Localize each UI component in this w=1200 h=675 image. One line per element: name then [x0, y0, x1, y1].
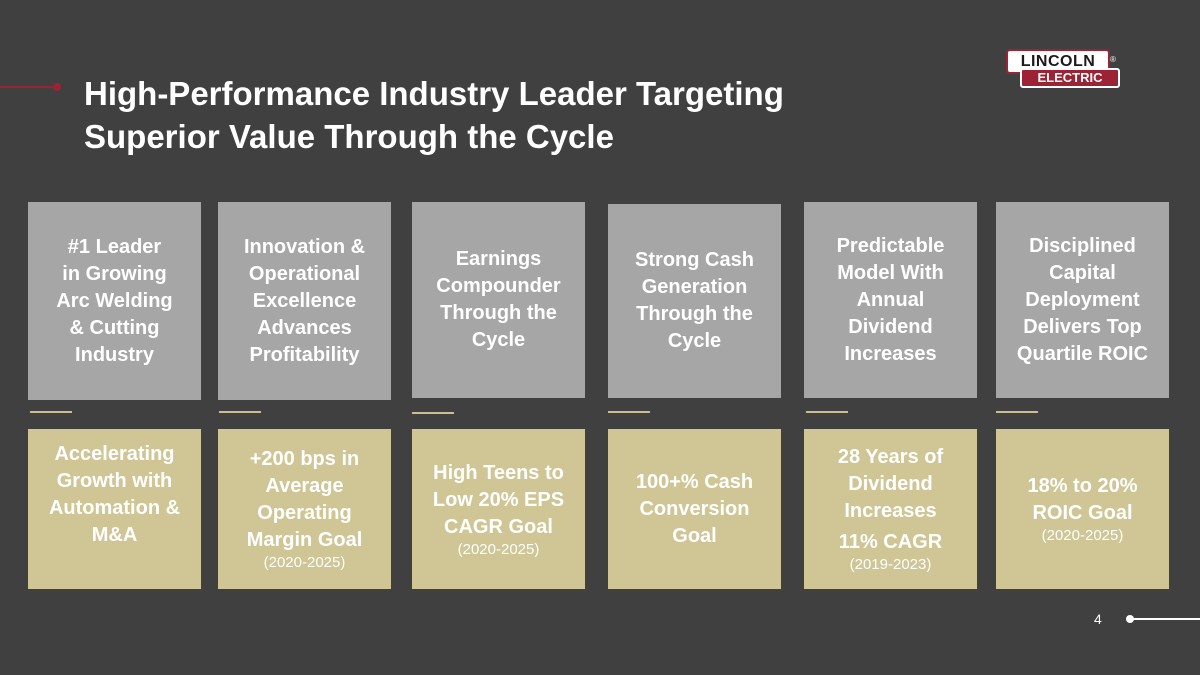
title-accent-dot	[53, 83, 61, 91]
goal-line: Dividend	[848, 473, 933, 495]
goal-period: (2020-2025)	[457, 540, 540, 558]
pillar-top-line: in Growing	[62, 262, 167, 285]
goal-bottom-box: High Teens to Low 20% EPS CAGR Goal (202…	[412, 429, 585, 589]
logo-registered-mark: ®	[1110, 55, 1116, 64]
pillar-top-box: Earnings Compounder Through the Cycle	[412, 202, 585, 398]
slide-title: High-Performance Industry Leader Targeti…	[84, 72, 984, 158]
goal-bottom-box: 100+% Cash Conversion Goal	[608, 429, 781, 589]
pillar-top-box: Predictable Model With Annual Dividend I…	[804, 202, 977, 398]
goal-line: High Teens to	[433, 461, 564, 484]
pillar-top-line: Capital	[1049, 261, 1116, 284]
goal-line: ROIC Goal	[1032, 502, 1133, 524]
pillar-top-line: Strong Cash	[635, 249, 754, 271]
pillar-top-line: Model With	[837, 261, 944, 284]
goal-line: +200 bps in	[249, 448, 360, 470]
goal-line: 11% CAGR	[838, 531, 943, 553]
slide-title-line-2: Superior Value Through the Cycle	[84, 118, 614, 155]
goal-period: (2019-2023)	[849, 556, 932, 573]
pillar-top-line: Increases	[844, 342, 937, 365]
goal-period: (2020-2025)	[263, 554, 346, 571]
pillar-top-line: Operational	[248, 262, 361, 285]
pillar-top-box: #1 Leader in Growing Arc Welding & Cutti…	[28, 202, 201, 400]
pillar-top-line: & Cutting	[69, 316, 160, 339]
footer-accent-line	[1131, 618, 1200, 620]
title-accent-line	[0, 86, 56, 88]
goal-line: M&A	[91, 524, 138, 546]
pillar-top-line: Advances	[257, 316, 352, 339]
goal-line: Low 20% EPS	[432, 488, 565, 511]
goal-bottom-box: 28 Years of Dividend Increases 11% CAGR …	[804, 429, 977, 589]
goal-line: 100+% Cash	[635, 470, 754, 493]
goal-bottom-box: 18% to 20% ROIC Goal (2020-2025)	[996, 429, 1169, 589]
slide-title-line-1: High-Performance Industry Leader Targeti…	[84, 75, 784, 112]
pillar-divider	[30, 411, 72, 413]
pillar-top-box: Strong Cash Generation Through the Cycle	[608, 204, 781, 398]
goal-line: Increases	[844, 500, 937, 522]
pillar-divider	[219, 411, 261, 413]
pillar-top-line: Cycle	[667, 330, 722, 352]
goal-bottom-box: Accelerating Growth with Automation & M&…	[28, 429, 201, 589]
pillar-top-line: Predictable	[836, 234, 945, 257]
goal-line: 28 Years of	[837, 446, 944, 468]
pillar-top-line: Disciplined	[1029, 234, 1136, 257]
pillar-top-line: Delivers Top	[1023, 315, 1142, 338]
pillar-divider	[996, 411, 1038, 413]
goal-line: Growth with	[56, 470, 173, 492]
goal-line: CAGR Goal	[444, 515, 553, 538]
pillar-top-line: Annual	[856, 288, 925, 311]
pillar-top-line: Deployment	[1025, 288, 1140, 311]
pillar-top-box: Innovation & Operational Excellence Adva…	[218, 202, 391, 400]
pillar-top-line: Through the	[636, 303, 753, 325]
logo-bottom-text: ELECTRIC	[1020, 68, 1120, 88]
pillar-divider	[412, 412, 454, 414]
goal-line: Margin Goal	[246, 529, 363, 551]
goal-line: Goal	[672, 524, 717, 547]
lincoln-electric-logo: LINCOLN ® ELECTRIC	[1006, 49, 1120, 88]
goal-line: Conversion	[639, 497, 750, 520]
pillar-top-line: Arc Welding	[56, 289, 173, 312]
footer-accent-dot	[1126, 615, 1134, 623]
goal-line: Operating	[257, 502, 352, 524]
pillar-divider	[806, 411, 848, 413]
pillar-top-line: Quartile ROIC	[1016, 342, 1149, 365]
pillar-top-line: #1 Leader	[67, 235, 162, 258]
pillar-top-line: Earnings	[455, 248, 542, 270]
page-number: 4	[1094, 611, 1102, 627]
pillar-top-box: Disciplined Capital Deployment Delivers …	[996, 202, 1169, 398]
pillar-top-line: Compounder	[436, 275, 561, 297]
goal-line: Accelerating	[54, 443, 175, 465]
pillar-top-line: Cycle	[471, 329, 526, 351]
pillar-divider	[608, 411, 650, 413]
pillar-top-line: Dividend	[848, 315, 933, 338]
goal-bottom-box: +200 bps in Average Operating Margin Goa…	[218, 429, 391, 589]
pillar-top-line: Through the	[440, 302, 557, 324]
goal-line: Average	[265, 475, 344, 497]
pillar-top-line: Industry	[75, 343, 154, 366]
goal-line: Automation &	[48, 497, 181, 519]
goal-period: (2020-2025)	[1041, 527, 1124, 544]
goal-line: 18% to 20%	[1027, 475, 1138, 497]
pillar-top-line: Excellence	[252, 289, 357, 312]
pillar-top-line: Generation	[641, 276, 748, 298]
pillar-top-line: Innovation &	[243, 235, 366, 258]
pillar-top-line: Profitability	[249, 343, 360, 366]
